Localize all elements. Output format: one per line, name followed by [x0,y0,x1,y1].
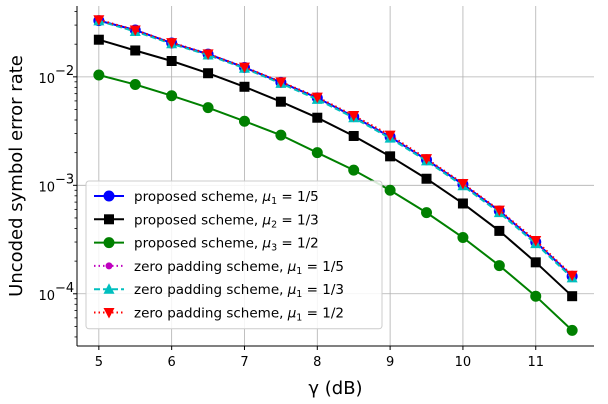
data-point [348,130,359,141]
series-line [98,38,573,297]
legend-label: zero padding scheme, μ1 = 1/5 [134,259,344,277]
data-point [312,112,323,123]
x-tick-label: 11 [527,355,544,370]
legend-label: proposed scheme, μ2 = 1/3 [134,212,319,230]
legend-label: zero padding scheme, μ1 = 1/2 [134,306,344,324]
data-point [202,102,214,114]
data-point [384,130,396,142]
data-point [567,291,578,302]
data-point [348,111,360,122]
y-tick-label: 10 [38,72,55,87]
x-tick-label: 7 [240,355,248,370]
data-point [129,25,141,37]
data-point [130,45,141,56]
legend-item: proposed scheme, μ2 = 1/3 [94,212,319,230]
legend-marker [103,237,115,249]
data-point [421,173,432,184]
y-tick-exponent: −2 [55,64,74,79]
series-line [98,18,573,277]
x-tick-label: 8 [313,355,321,370]
legend-marker [103,190,115,202]
data-point [202,49,214,60]
data-point [275,129,287,141]
legend-item: zero padding scheme, μ1 = 1/2 [94,306,344,324]
series-3 [93,69,578,336]
data-point [457,232,469,244]
data-point [457,198,468,209]
legend-marker [103,308,115,319]
y-tick-exponent: −4 [55,281,74,296]
data-point [348,164,360,176]
y-tick-label: 10 [38,180,55,195]
x-tick-label: 10 [455,355,472,370]
data-point [275,77,287,88]
y-tick-label: 10 [38,289,55,304]
data-point [166,56,177,67]
data-point [457,178,469,190]
data-point [238,115,250,127]
data-point [129,79,141,91]
legend: proposed scheme, μ1 = 1/5 proposed scheme… [85,180,383,330]
data-point [493,260,505,272]
legend-label: proposed scheme, μ3 = 1/2 [134,236,319,254]
data-point [385,151,396,162]
legend-item: proposed scheme, μ3 = 1/2 [94,236,319,254]
data-point [166,90,178,102]
data-point [93,69,105,81]
legend-label: proposed scheme, μ1 = 1/5 [134,189,319,207]
series-lines [93,14,578,336]
y-axis-label: Uncoded symbol error rate [6,55,27,297]
legend-marker [105,262,113,270]
legend-item: proposed scheme, μ1 = 1/5 [94,189,319,207]
data-point [166,38,178,49]
legend-marker [103,283,115,294]
series-line [98,74,573,332]
x-tick-label: 6 [168,355,176,370]
legend-label: zero padding scheme, μ1 = 1/3 [134,282,344,300]
data-point [93,34,104,45]
legend-box [85,180,383,330]
series-6 [93,15,578,282]
data-point [421,154,433,165]
series-2 [93,34,578,302]
x-axis-label: γ (dB) [308,378,362,399]
data-point [203,68,214,79]
data-point [494,225,505,236]
legend-item: zero padding scheme, μ1 = 1/5 [94,259,344,277]
y-tick-exponent: −3 [55,172,74,187]
data-point [239,81,250,92]
data-point [311,147,323,159]
data-point [421,207,433,219]
data-point [493,205,505,217]
data-point [311,92,323,104]
legend-marker [104,214,114,225]
data-point [384,184,396,196]
data-point [530,235,542,247]
series-line [98,19,573,279]
x-tick-label: 5 [95,355,103,370]
data-point [566,324,578,336]
data-point [275,96,286,107]
x-tick-label: 9 [386,355,394,370]
legend-item: zero padding scheme, μ1 = 1/3 [94,282,344,300]
data-point [566,270,578,282]
data-point [530,290,542,302]
data-point [93,15,105,26]
data-point [530,257,541,268]
data-point [238,62,250,74]
